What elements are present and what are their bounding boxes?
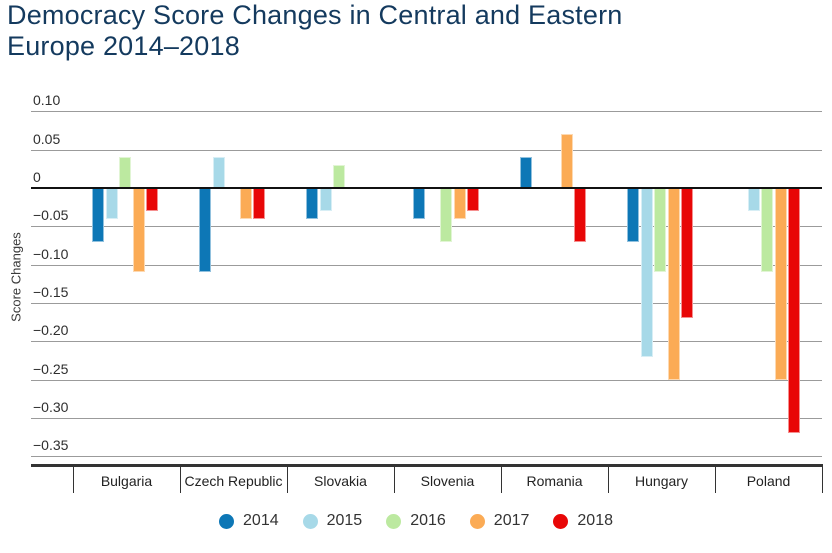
- bar-hungary-2017[interactable]: [667, 188, 680, 380]
- gridline-0.10: [31, 111, 822, 113]
- bar-slovakia-2014[interactable]: [306, 188, 318, 219]
- bar-czech-republic-2018[interactable]: [253, 188, 265, 219]
- x-axis-tick: [180, 464, 181, 493]
- bar-hungary-2014[interactable]: [627, 188, 639, 242]
- x-axis-tick: [715, 464, 716, 493]
- bar-poland-2016[interactable]: [761, 188, 773, 273]
- bar-hungary-2015[interactable]: [640, 188, 653, 357]
- y-tick-label: 0: [33, 169, 41, 185]
- gridline-−0.35: [31, 456, 822, 458]
- legend-label-2015: 2015: [326, 512, 363, 529]
- category-label-bulgaria: Bulgaria: [100, 473, 153, 489]
- category-label-poland: Poland: [746, 473, 791, 489]
- chart-title-line2: Europe 2014–2018: [7, 31, 240, 61]
- gridline-0: [31, 187, 822, 189]
- legend-item-2015[interactable]: 2015: [302, 512, 363, 530]
- legend: 2014 2015 2016 2017 2018: [0, 512, 832, 530]
- x-axis-tick: [822, 464, 823, 493]
- bar-slovenia-2016[interactable]: [440, 188, 452, 242]
- bar-czech-republic-2017[interactable]: [239, 188, 252, 219]
- bar-slovakia-2016[interactable]: [333, 164, 345, 188]
- bar-bulgaria-2017[interactable]: [132, 188, 145, 273]
- y-axis-title: Score Changes: [8, 232, 24, 322]
- bar-slovenia-2018[interactable]: [467, 188, 479, 211]
- bar-poland-2015[interactable]: [747, 188, 760, 211]
- category-label-slovakia: Slovakia: [314, 473, 367, 489]
- chart-title-line1: Democracy Score Changes in Central and E…: [7, 0, 623, 30]
- legend-item-2016[interactable]: 2016: [386, 512, 446, 530]
- category-label-slovenia: Slovenia: [420, 473, 475, 489]
- legend-swatch-2017: [469, 513, 485, 529]
- bar-bulgaria-2014[interactable]: [92, 188, 104, 242]
- category-label-czech-republic: Czech Republic: [184, 473, 283, 489]
- legend-swatch-2018: [553, 513, 569, 529]
- bar-bulgaria-2018[interactable]: [146, 188, 158, 211]
- x-axis-tick: [287, 464, 288, 493]
- legend-item-2014[interactable]: 2014: [219, 512, 279, 530]
- y-tick-label: 0.05: [33, 130, 61, 147]
- y-tick-label: −0.35: [33, 437, 69, 454]
- legend-swatch-2015: [302, 513, 318, 529]
- bar-romania-2017[interactable]: [560, 134, 573, 188]
- legend-item-2017[interactable]: 2017: [469, 512, 530, 530]
- x-axis-tick: [608, 464, 609, 493]
- category-label-romania: Romania: [526, 473, 583, 489]
- gridline-0.05: [31, 149, 822, 151]
- legend-label-2017: 2017: [493, 512, 530, 529]
- x-axis-tick: [501, 464, 502, 493]
- chart-title: Democracy Score Changes in Central and E…: [7, 0, 623, 62]
- bar-hungary-2018[interactable]: [681, 188, 693, 319]
- gridline-−0.30: [31, 418, 822, 420]
- legend-swatch-2016: [386, 513, 402, 529]
- gridline-−0.05: [31, 226, 822, 228]
- category-label-hungary: Hungary: [635, 473, 688, 489]
- bar-czech-republic-2014[interactable]: [199, 188, 211, 273]
- gridline-−0.25: [31, 379, 822, 381]
- gridline-−0.20: [31, 341, 822, 343]
- y-tick-label: 0.10: [33, 92, 61, 109]
- bar-hungary-2016[interactable]: [654, 188, 666, 273]
- legend-swatch-2014: [219, 513, 235, 529]
- bar-poland-2017[interactable]: [774, 188, 787, 380]
- y-tick-label: −0.20: [33, 322, 69, 339]
- legend-label-2014: 2014: [243, 512, 279, 529]
- legend-label-2016: 2016: [410, 512, 446, 529]
- y-tick-label: −0.05: [33, 207, 69, 224]
- bar-romania-2014[interactable]: [520, 157, 532, 188]
- x-axis-tick: [73, 464, 74, 493]
- x-axis-baseline: [31, 464, 822, 467]
- gridline-−0.15: [31, 303, 822, 305]
- bar-slovenia-2014[interactable]: [413, 188, 425, 219]
- bar-bulgaria-2016[interactable]: [119, 157, 131, 188]
- x-axis-tick: [394, 464, 395, 493]
- bar-czech-republic-2015[interactable]: [212, 157, 225, 188]
- bar-bulgaria-2015[interactable]: [105, 188, 118, 219]
- bar-poland-2018[interactable]: [788, 188, 800, 434]
- bar-slovakia-2015[interactable]: [319, 188, 332, 211]
- legend-label-2018: 2018: [577, 512, 613, 529]
- bar-slovenia-2017[interactable]: [453, 188, 466, 219]
- y-tick-label: −0.30: [33, 399, 69, 416]
- legend-item-2018[interactable]: 2018: [553, 512, 613, 530]
- bar-romania-2018[interactable]: [574, 188, 586, 242]
- y-tick-label: −0.25: [33, 360, 69, 377]
- gridline-−0.10: [31, 264, 822, 266]
- y-tick-label: −0.15: [33, 284, 69, 301]
- y-tick-label: −0.10: [33, 245, 69, 262]
